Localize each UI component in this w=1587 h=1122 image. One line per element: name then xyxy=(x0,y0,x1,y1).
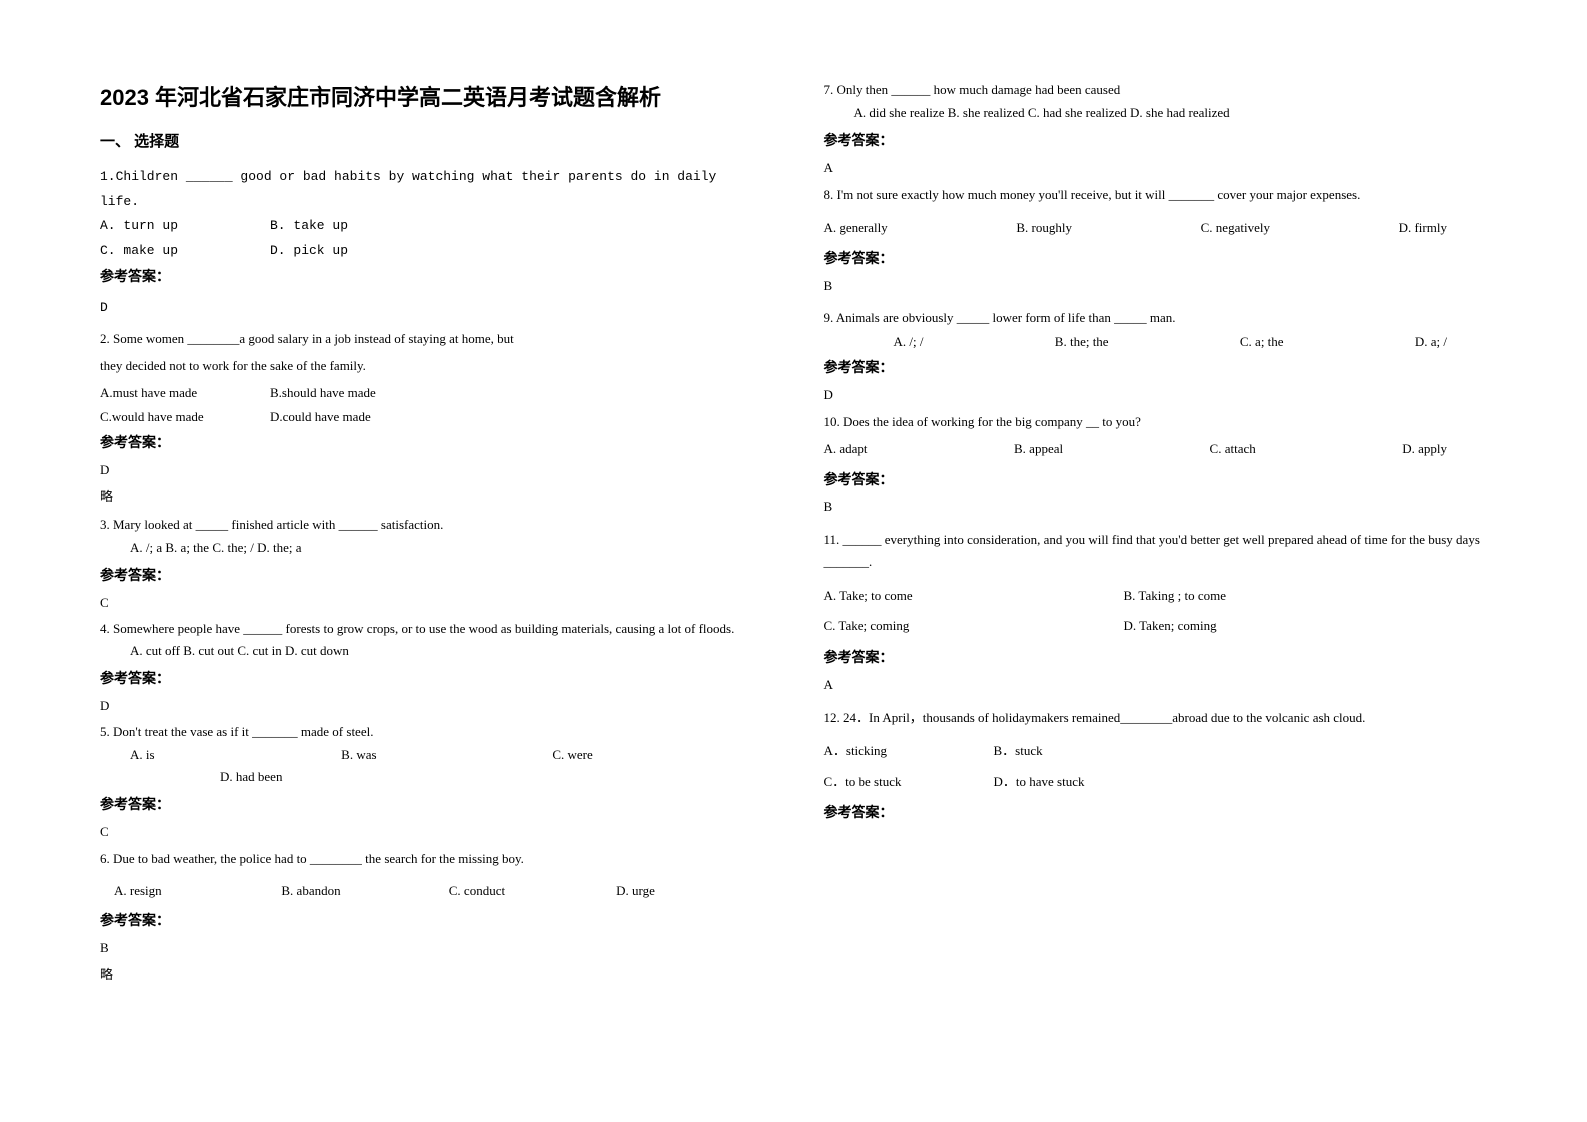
q2-answer: D xyxy=(100,462,764,478)
q1-text2: life. xyxy=(100,190,764,215)
q2-optD: D.could have made xyxy=(270,405,440,430)
q12-options-row2: C．to be stuck D．to have stuck xyxy=(824,770,1488,795)
q8-options: A. generally B. roughly C. negatively D.… xyxy=(824,216,1488,241)
q10-options: A. adapt B. appeal C. attach D. apply xyxy=(824,437,1488,462)
q6-optA: A. resign xyxy=(114,880,261,902)
section-header: 一、 选择题 xyxy=(100,130,764,151)
q8-answer-label: 参考答案： xyxy=(824,248,1488,268)
q5-optC: C. were xyxy=(552,744,763,766)
q6-options: A. resign B. abandon C. conduct D. urge xyxy=(100,880,764,902)
q12-optD: D．to have stuck xyxy=(994,770,1164,795)
left-column: 2023 年河北省石家庄市同济中学高二英语月考试题含解析 一、 选择题 1.Ch… xyxy=(100,80,764,1042)
q2-answer-label: 参考答案： xyxy=(100,432,764,452)
q3-answer: C xyxy=(100,595,764,611)
q4-answer-label: 参考答案： xyxy=(100,668,764,688)
q3-answer-label: 参考答案： xyxy=(100,565,764,585)
q10-answer-label: 参考答案： xyxy=(824,469,1488,489)
right-column: 7. Only then ______ how much damage had … xyxy=(824,80,1488,1042)
q1-options-row2: C. make up D. pick up xyxy=(100,239,764,264)
q2-optC: C.would have made xyxy=(100,405,270,430)
q10-optD: D. apply xyxy=(1402,437,1447,462)
q11-options-row2: C. Take; coming D. Taken; coming xyxy=(824,614,1488,639)
q6-skip: 略 xyxy=(100,964,764,983)
q1-text: 1.Children ______ good or bad habits by … xyxy=(100,165,764,190)
q9-optD: D. a; / xyxy=(1415,330,1447,355)
q11-optA: A. Take; to come xyxy=(824,584,1124,609)
q10-optA: A. adapt xyxy=(824,437,868,462)
q12-options-row1: A．sticking B．stuck xyxy=(824,739,1488,764)
q9-options: A. /; / B. the; the C. a; the D. a; / xyxy=(824,330,1488,355)
q11-optB: B. Taking ; to come xyxy=(1124,584,1424,609)
q9-optA: A. /; / xyxy=(894,330,924,355)
q10-optB: B. appeal xyxy=(1014,437,1063,462)
q10-optC: C. attach xyxy=(1210,437,1256,462)
q3-options: A. /; a B. a; the C. the; / D. the; a xyxy=(100,537,764,559)
q11-answer-label: 参考答案： xyxy=(824,647,1488,667)
q12-optA: A．sticking xyxy=(824,739,994,764)
doc-title: 2023 年河北省石家庄市同济中学高二英语月考试题含解析 xyxy=(100,80,764,112)
q1-optA: A. turn up xyxy=(100,214,270,239)
q12-optB: B．stuck xyxy=(994,739,1164,764)
q5-optD: D. had been xyxy=(100,769,282,784)
q9-answer-label: 参考答案： xyxy=(824,357,1488,377)
q4-answer: D xyxy=(100,698,764,714)
q5-answer: C xyxy=(100,824,764,840)
q6-optC: C. conduct xyxy=(449,880,596,902)
q1-optC: C. make up xyxy=(100,239,270,264)
q3-text: 3. Mary looked at _____ finished article… xyxy=(100,515,764,535)
q7-text: 7. Only then ______ how much damage had … xyxy=(824,80,1488,100)
q5-options-row2: D. had been xyxy=(100,766,764,788)
q1-options-row1: A. turn up B. take up xyxy=(100,214,764,239)
q2-optA: A.must have made xyxy=(100,381,270,406)
q1-answer: D xyxy=(100,296,764,321)
q12-answer-label: 参考答案： xyxy=(824,802,1488,822)
q12-text: 12. 24．In April，thousands of holidaymake… xyxy=(824,707,1488,729)
q5-options-row1: A. is B. was C. were xyxy=(100,744,764,766)
q5-text: 5. Don't treat the vase as if it _______… xyxy=(100,722,764,742)
q11-optC: C. Take; coming xyxy=(824,614,1124,639)
q12-optC: C．to be stuck xyxy=(824,770,994,795)
q4-text: 4. Somewhere people have ______ forests … xyxy=(100,619,764,639)
q8-optB: B. roughly xyxy=(1016,216,1072,241)
q1-optB: B. take up xyxy=(270,214,440,239)
q1-answer-label: 参考答案： xyxy=(100,266,764,286)
q11-text: 11. ______ everything into consideration… xyxy=(824,529,1488,573)
q7-options: A. did she realize B. she realized C. ha… xyxy=(824,102,1488,124)
q9-text: 9. Animals are obviously _____ lower for… xyxy=(824,308,1488,328)
q2-options-row2: C.would have made D.could have made xyxy=(100,405,764,430)
q2-skip: 略 xyxy=(100,486,764,505)
q6-answer-label: 参考答案： xyxy=(100,910,764,930)
q6-optD: D. urge xyxy=(616,880,763,902)
q10-answer: B xyxy=(824,499,1488,515)
q7-answer: A xyxy=(824,160,1488,176)
q11-options-row1: A. Take; to come B. Taking ; to come xyxy=(824,584,1488,609)
q8-answer: B xyxy=(824,278,1488,294)
q6-text: 6. Due to bad weather, the police had to… xyxy=(100,848,764,870)
q11-answer: A xyxy=(824,677,1488,693)
q11-optD: D. Taken; coming xyxy=(1124,614,1424,639)
q8-optC: C. negatively xyxy=(1201,216,1270,241)
q5-optB: B. was xyxy=(341,744,552,766)
q8-optA: A. generally xyxy=(824,216,888,241)
q5-answer-label: 参考答案： xyxy=(100,794,764,814)
q10-text: 10. Does the idea of working for the big… xyxy=(824,411,1488,433)
q5-optA: A. is xyxy=(100,744,341,766)
q9-optC: C. a; the xyxy=(1240,330,1284,355)
q6-answer: B xyxy=(100,940,764,956)
q6-optB: B. abandon xyxy=(281,880,428,902)
q4-options: A. cut off B. cut out C. cut in D. cut d… xyxy=(100,640,764,662)
q9-answer: D xyxy=(824,387,1488,403)
q8-text: 8. I'm not sure exactly how much money y… xyxy=(824,184,1488,206)
q2-text: 2. Some women ________a good salary in a… xyxy=(100,328,764,350)
q2-optB: B.should have made xyxy=(270,381,440,406)
q2-options-row1: A.must have made B.should have made xyxy=(100,381,764,406)
q9-optB: B. the; the xyxy=(1055,330,1109,355)
q8-optD: D. firmly xyxy=(1399,216,1447,241)
q7-answer-label: 参考答案： xyxy=(824,130,1488,150)
q1-optD: D. pick up xyxy=(270,239,440,264)
q2-text2: they decided not to work for the sake of… xyxy=(100,355,764,377)
